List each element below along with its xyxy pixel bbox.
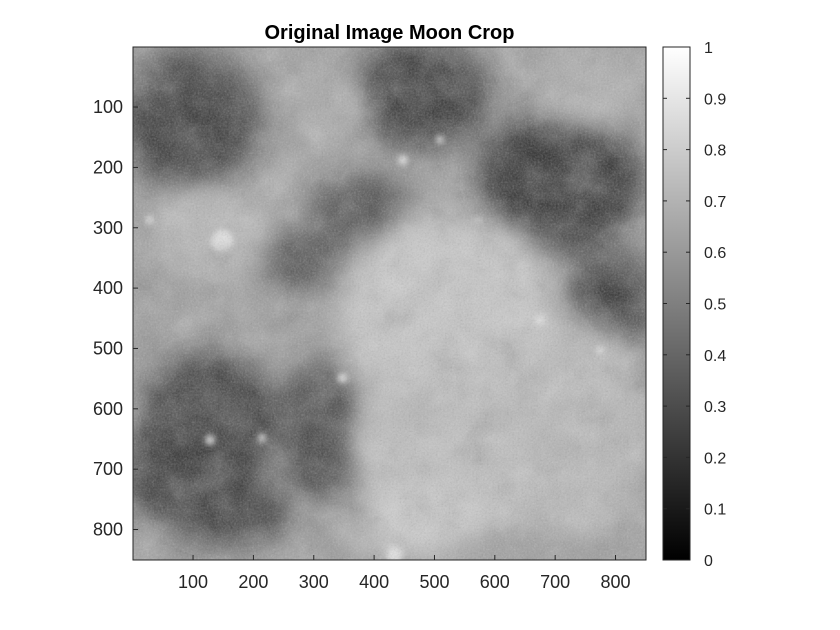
y-axis: 100 200 300 400 500 600 700 800 (93, 97, 138, 540)
colorbar-ticks: 0 0.1 0.2 0.3 0.4 0.5 0.6 0.7 0.8 0.9 1 (663, 40, 726, 570)
y-tick-label: 600 (93, 399, 123, 419)
x-tick-label: 100 (178, 572, 208, 592)
x-tick-label: 400 (359, 572, 389, 592)
colorbar (662, 46, 691, 561)
x-tick-label: 200 (238, 572, 268, 592)
x-tick-label: 300 (299, 572, 329, 592)
chart-title: Original Image Moon Crop (264, 22, 514, 44)
y-tick-label: 700 (93, 459, 123, 479)
colorbar-tick-label: 1 (704, 40, 713, 57)
x-tick-label: 800 (600, 572, 630, 592)
y-tick-label: 200 (93, 157, 123, 177)
colorbar-tick-label: 0.1 (704, 502, 726, 519)
colorbar-tick-label: 0 (704, 553, 713, 570)
y-tick-label: 800 (93, 520, 123, 540)
moon-image (133, 47, 646, 560)
colorbar-tick-label: 0.3 (704, 399, 726, 416)
image-axes-frame (132, 46, 647, 561)
y-tick-label: 100 (93, 97, 123, 117)
colorbar-tick-label: 0.9 (704, 91, 726, 108)
y-tick-label: 300 (93, 218, 123, 238)
colorbar-tick-label: 0.7 (704, 194, 726, 211)
x-tick-label: 700 (540, 572, 570, 592)
x-tick-label: 500 (419, 572, 449, 592)
x-axis: 100 200 300 400 500 600 700 800 (178, 555, 631, 592)
colorbar-tick-label: 0.8 (704, 143, 726, 160)
y-tick-label: 500 (93, 338, 123, 358)
colorbar-tick-label: 0.4 (704, 348, 726, 365)
x-tick-label: 600 (480, 572, 510, 592)
colorbar-tick-label: 0.6 (704, 245, 726, 262)
y-tick-label: 400 (93, 278, 123, 298)
colorbar-tick-label: 0.2 (704, 450, 726, 467)
colorbar-tick-label: 0.5 (704, 297, 726, 314)
grain-texture (133, 47, 646, 560)
